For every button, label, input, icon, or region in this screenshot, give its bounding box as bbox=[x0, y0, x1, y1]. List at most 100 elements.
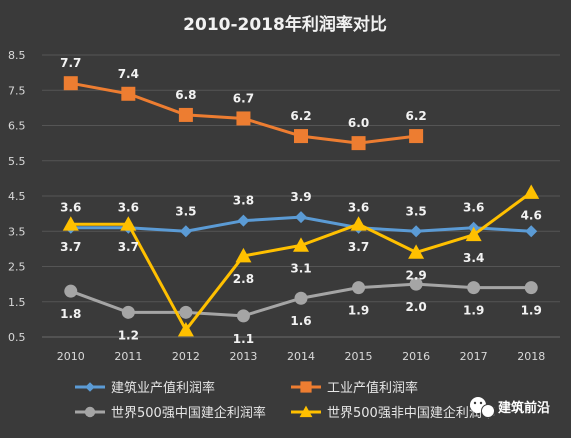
series-2 bbox=[63, 76, 424, 151]
data-label: 3.6 bbox=[463, 201, 484, 215]
data-label: 3.7 bbox=[60, 240, 81, 254]
legend-item: 世界500强非中国建企利润率 bbox=[291, 405, 495, 421]
series-lines bbox=[62, 76, 540, 337]
data-label: 1.9 bbox=[463, 304, 484, 318]
legend-label: 工业产值利润率 bbox=[327, 380, 418, 396]
x-tick-label: 2013 bbox=[229, 350, 257, 363]
square-marker bbox=[409, 129, 424, 144]
y-tick-label: 7.5 bbox=[8, 84, 26, 97]
diamond-marker bbox=[85, 382, 95, 392]
x-tick-label: 2016 bbox=[402, 350, 430, 363]
data-label: 3.6 bbox=[118, 201, 139, 215]
circle-marker bbox=[352, 281, 366, 295]
square-marker bbox=[294, 129, 308, 144]
triangle-marker bbox=[299, 405, 313, 418]
y-tick-label: 2.5 bbox=[8, 261, 26, 274]
data-label: 1.9 bbox=[348, 304, 369, 318]
triangle-marker bbox=[235, 247, 252, 263]
circle-marker bbox=[294, 291, 308, 305]
square-marker bbox=[178, 107, 193, 122]
data-label: 3.4 bbox=[463, 251, 484, 265]
data-label: 1.8 bbox=[60, 307, 81, 321]
square-marker bbox=[300, 381, 312, 393]
data-label: 6.2 bbox=[405, 109, 426, 123]
diamond-marker bbox=[525, 225, 538, 238]
data-label: 7.4 bbox=[118, 67, 139, 81]
wechat-icon bbox=[470, 397, 495, 418]
x-tick-label: 2010 bbox=[57, 350, 85, 363]
triangle-marker bbox=[523, 184, 540, 199]
series-1 bbox=[64, 211, 538, 238]
diamond-marker bbox=[295, 211, 307, 224]
data-label: 4.6 bbox=[521, 208, 542, 222]
triangle-marker bbox=[408, 244, 425, 259]
circle-marker bbox=[524, 281, 538, 295]
series-4 bbox=[62, 184, 540, 337]
data-label: 1.2 bbox=[118, 328, 139, 342]
data-label: 1.6 bbox=[290, 314, 311, 328]
data-label: 2.9 bbox=[405, 268, 426, 282]
square-marker bbox=[351, 136, 366, 151]
diamond-marker bbox=[237, 214, 250, 227]
chart-title: 2010-2018年利润率对比 bbox=[183, 14, 387, 35]
y-tick-label: 3.5 bbox=[8, 225, 26, 238]
legend-item: 建筑业产值利润率 bbox=[75, 380, 215, 396]
series-3 bbox=[64, 277, 538, 323]
x-tick-label: 2017 bbox=[460, 350, 488, 363]
legend-label: 世界500强中国建企利润率 bbox=[111, 405, 266, 421]
y-tick-label: 5.5 bbox=[8, 155, 26, 168]
data-label: 3.5 bbox=[405, 204, 426, 218]
circle-marker bbox=[64, 284, 78, 298]
data-label: 3.8 bbox=[233, 194, 254, 208]
data-label: 3.1 bbox=[290, 261, 311, 275]
y-tick-label: 0.5 bbox=[8, 331, 26, 344]
y-axis: 8.5 7.5 6.5 5.5 4.5 3.5 2.5 1.5 0.5 bbox=[8, 49, 26, 344]
data-label: 6.8 bbox=[175, 88, 196, 102]
data-label: 2.0 bbox=[405, 300, 426, 314]
circle-marker bbox=[467, 281, 481, 295]
watermark: 建筑前沿 bbox=[470, 397, 550, 418]
x-tick-label: 2015 bbox=[345, 350, 373, 363]
circle-marker bbox=[409, 277, 423, 291]
triangle-marker bbox=[120, 216, 137, 231]
square-marker bbox=[236, 111, 251, 126]
x-axis: 2010 2011 2012 2013 2014 2015 2016 2017 2018 bbox=[42, 336, 560, 363]
legend-item: 世界500强中国建企利润率 bbox=[75, 405, 266, 421]
x-tick-label: 2012 bbox=[172, 350, 200, 363]
data-label: 2.8 bbox=[233, 272, 254, 286]
legend-item: 工业产值利润率 bbox=[291, 380, 418, 396]
triangle-marker bbox=[465, 226, 482, 242]
y-tick-label: 4.5 bbox=[8, 190, 26, 203]
square-marker bbox=[63, 76, 78, 91]
circle-marker bbox=[179, 305, 193, 319]
y-tick-label: 8.5 bbox=[8, 49, 26, 62]
data-label: 1.1 bbox=[233, 332, 254, 346]
data-label: 3.5 bbox=[175, 204, 196, 218]
triangle-marker bbox=[293, 237, 309, 252]
x-tick-label: 2018 bbox=[517, 350, 545, 363]
diamond-marker bbox=[410, 225, 423, 238]
data-label: 3.9 bbox=[290, 190, 311, 204]
x-tick-label: 2014 bbox=[287, 350, 315, 363]
x-tick-label: 2011 bbox=[114, 350, 142, 363]
data-labels: 3.6 3.6 3.5 3.8 3.9 3.6 3.5 3.6 7.7 7.4 6.8 6.7 6.2 6… bbox=[60, 56, 542, 346]
data-label: 6.0 bbox=[348, 116, 369, 130]
data-label: 7.7 bbox=[60, 56, 81, 70]
circle-marker bbox=[236, 309, 250, 323]
data-label: 3.7 bbox=[348, 240, 369, 254]
watermark-text: 建筑前沿 bbox=[498, 400, 550, 416]
triangle-marker bbox=[350, 216, 367, 231]
diamond-marker bbox=[179, 225, 192, 238]
data-label: 6.2 bbox=[290, 109, 311, 123]
data-label: 3.7 bbox=[118, 240, 139, 254]
y-tick-label: 1.5 bbox=[8, 296, 26, 309]
data-label: 3.6 bbox=[348, 201, 369, 215]
legend-label: 建筑业产值利润率 bbox=[111, 380, 215, 396]
data-label: 1.9 bbox=[521, 304, 542, 318]
data-label: 6.7 bbox=[233, 91, 254, 105]
triangle-marker bbox=[177, 321, 194, 337]
square-marker bbox=[121, 86, 136, 101]
